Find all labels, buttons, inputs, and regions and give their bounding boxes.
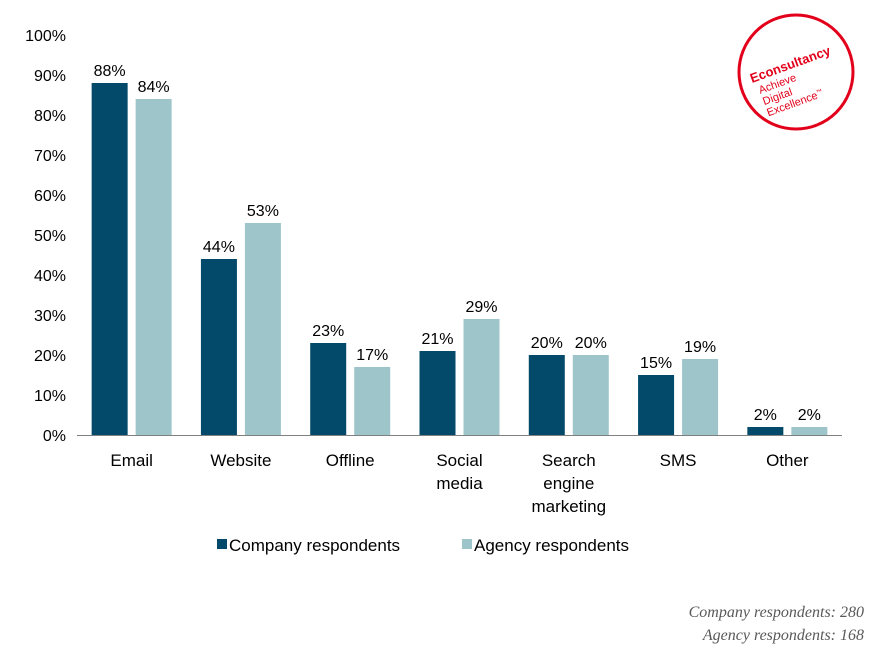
bar-agency [244,223,281,435]
y-tick-label: 80% [34,108,66,125]
data-label: 2% [798,407,821,424]
data-label: 44% [203,239,235,256]
bar-company [638,375,675,435]
bar-agency [682,359,719,435]
data-label: 19% [684,339,716,356]
bar-agency [354,367,391,435]
data-label: 88% [94,63,126,80]
bar-company [747,427,784,435]
data-label: 29% [465,299,497,316]
bar-agency [791,427,828,435]
data-label: 17% [356,347,388,364]
y-tick-label: 0% [43,428,66,445]
bar-agency [572,355,609,435]
category-label: Website [210,451,271,470]
y-axis: 0% 10% 20% 30% 40% 50% 60% 70% 80% 90% 100% [25,28,66,445]
legend-swatch [217,539,227,549]
legend-label: Company respondents [229,536,400,555]
y-tick-label: 90% [34,68,66,85]
bar-agency [135,99,172,435]
data-label: 2% [754,407,777,424]
data-label: 53% [247,203,279,220]
bar-company [528,355,565,435]
footnote-company: Company respondents: 280 [688,604,864,621]
x-axis: Email Website Offline Social media Search engi… [77,435,842,516]
legend-swatch [462,539,472,549]
category-label: Offline [326,451,375,470]
data-label: 23% [312,323,344,340]
y-tick-label: 20% [34,348,66,365]
bars: 88% 84% 44% 53% 23% 17% 21% 29% 20% 20% 15% 19% 2% 2% [91,63,828,435]
legend-label: Agency respondents [474,536,629,555]
econsultancy-logo: Econsultancy Achieve Digital Excellence™ [737,13,855,131]
category-label: Email [110,451,153,470]
bar-agency [463,319,500,435]
legend: Company respondents Agency respondents [217,536,629,555]
y-tick-label: 60% [34,188,66,205]
category-label: Social media [436,451,483,493]
category-label: Search engine marketing [531,451,606,516]
y-tick-label: 40% [34,268,66,285]
y-tick-label: 30% [34,308,66,325]
y-tick-label: 100% [25,28,66,45]
category-label: SMS [660,451,697,470]
data-label: 84% [138,79,170,96]
y-tick-label: 10% [34,388,66,405]
y-tick-label: 50% [34,228,66,245]
bar-company [419,351,456,435]
data-label: 21% [421,331,453,348]
bar-company [310,343,347,435]
data-label: 20% [531,335,563,352]
data-label: 15% [640,355,672,372]
bar-company [91,83,128,435]
footnote-agency: Agency respondents: 168 [702,627,864,644]
data-label: 20% [575,335,607,352]
y-tick-label: 70% [34,148,66,165]
category-label: Other [766,451,809,470]
bar-company [200,259,237,435]
